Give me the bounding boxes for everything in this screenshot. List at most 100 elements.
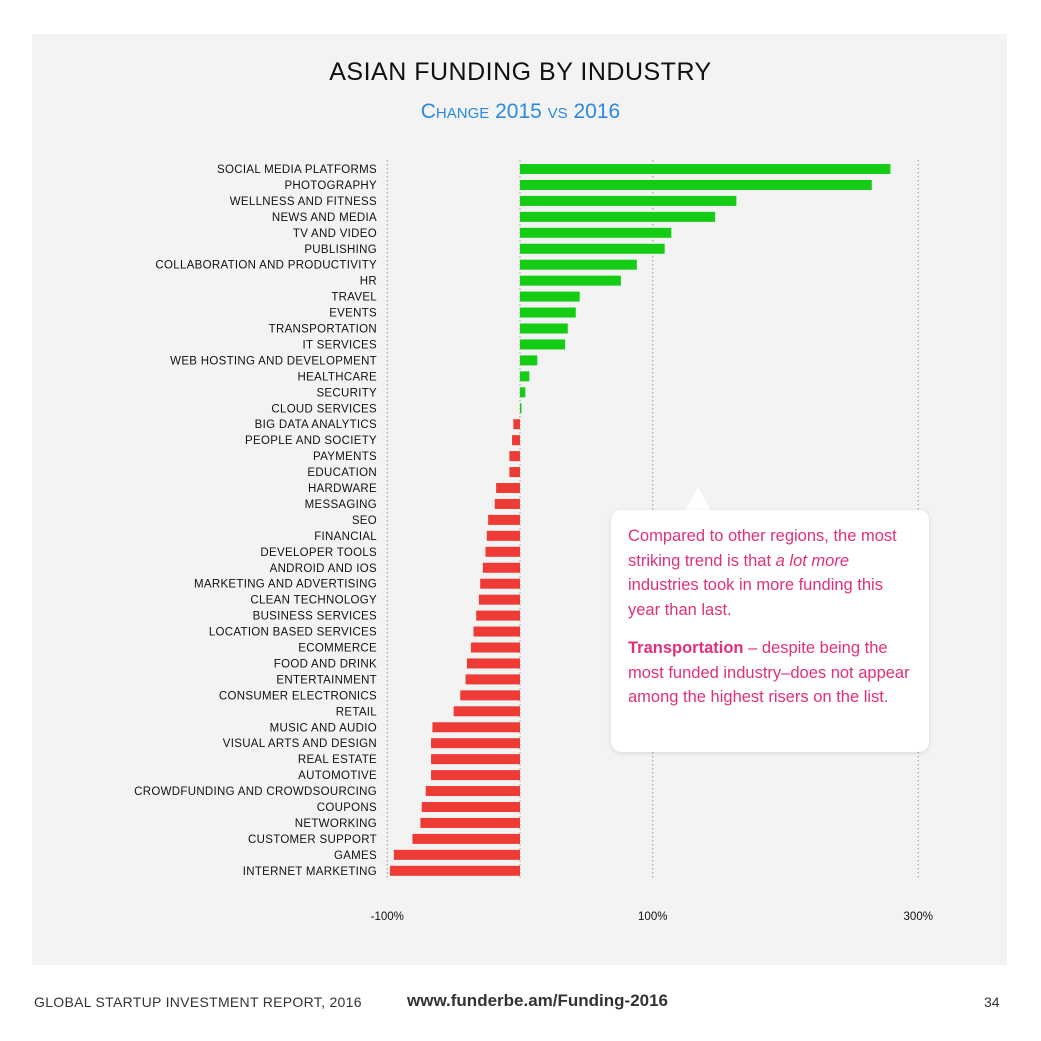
category-label: WELLNESS AND FITNESS bbox=[230, 196, 377, 208]
category-label: CLEAN TECHNOLOGY bbox=[250, 595, 377, 607]
chart-title: ASIAN FUNDING BY INDUSTRY bbox=[329, 58, 712, 86]
category-label: ECOMMERCE bbox=[298, 643, 377, 655]
category-label: RETAIL bbox=[336, 706, 378, 718]
bar bbox=[431, 738, 520, 749]
bar bbox=[453, 706, 520, 717]
bar bbox=[482, 562, 520, 573]
bar bbox=[393, 849, 520, 860]
category-label: HARDWARE bbox=[308, 483, 377, 495]
category-label: COLLABORATION AND PRODUCTIVITY bbox=[155, 260, 377, 272]
bar bbox=[389, 865, 520, 876]
category-label: TRANSPORTATION bbox=[269, 324, 377, 336]
bar bbox=[520, 195, 737, 206]
callout-paragraph-1: Compared to other regions, the most stri… bbox=[628, 524, 918, 622]
bar bbox=[476, 610, 520, 621]
bar bbox=[520, 307, 576, 318]
bar bbox=[520, 371, 530, 382]
category-label: REAL ESTATE bbox=[298, 754, 377, 766]
category-label: FOOD AND DRINK bbox=[274, 658, 377, 670]
bar bbox=[520, 179, 872, 190]
category-label: MARKETING AND ADVERTISING bbox=[194, 579, 377, 591]
bar bbox=[480, 578, 520, 589]
bar bbox=[420, 817, 520, 828]
bar bbox=[509, 467, 520, 478]
bar bbox=[509, 451, 520, 462]
x-tick-label: 300% bbox=[904, 911, 933, 923]
category-label: MUSIC AND AUDIO bbox=[270, 722, 377, 734]
bar bbox=[513, 419, 520, 430]
category-label: ENTERTAINMENT bbox=[276, 674, 377, 686]
bar bbox=[465, 674, 520, 685]
category-label: TRAVEL bbox=[331, 292, 377, 304]
bar bbox=[512, 435, 520, 446]
category-label: CROWDFUNDING AND CROWDSOURCING bbox=[134, 786, 377, 798]
category-label: NEWS AND MEDIA bbox=[272, 212, 377, 224]
category-label: HR bbox=[360, 276, 377, 288]
bar bbox=[431, 770, 520, 781]
bar bbox=[520, 387, 526, 398]
callout-emphasis: a lot more bbox=[775, 551, 850, 570]
bar bbox=[494, 498, 520, 509]
bar bbox=[460, 690, 520, 701]
bar bbox=[486, 530, 520, 541]
bar bbox=[425, 786, 520, 797]
bar bbox=[431, 754, 520, 765]
report-url[interactable]: www.funderbe.am/Funding-2016 bbox=[407, 991, 669, 1010]
bar bbox=[520, 227, 672, 238]
bar bbox=[520, 323, 568, 334]
bar bbox=[520, 243, 665, 254]
bar bbox=[520, 355, 538, 366]
callout-text: Compared to other regions, the most stri… bbox=[628, 527, 897, 570]
bar bbox=[496, 483, 520, 493]
category-label: LOCATION BASED SERVICES bbox=[209, 627, 377, 639]
category-label: EDUCATION bbox=[307, 467, 377, 479]
bar bbox=[473, 626, 520, 637]
bar bbox=[485, 546, 520, 557]
bar bbox=[520, 164, 891, 174]
category-label: CUSTOMER SUPPORT bbox=[248, 834, 377, 846]
callout-text: – despite being the most funded industry… bbox=[628, 639, 910, 706]
bar bbox=[470, 642, 520, 653]
bar bbox=[520, 259, 637, 270]
bar bbox=[466, 658, 520, 669]
bar bbox=[520, 403, 522, 414]
bar bbox=[520, 275, 621, 286]
x-tick-label: 100% bbox=[638, 911, 667, 923]
report-name: GLOBAL STARTUP INVESTMENT REPORT, 2016 bbox=[34, 994, 362, 1010]
callout-text: industries took in more funding this yea… bbox=[628, 576, 883, 619]
bar bbox=[488, 514, 520, 525]
chart-subtitle: Change 2015 vs 2016 bbox=[420, 100, 621, 123]
category-label: CONSUMER ELECTRONICS bbox=[219, 690, 377, 702]
category-label: DEVELOPER TOOLS bbox=[260, 547, 377, 559]
category-label: WEB HOSTING AND DEVELOPMENT bbox=[170, 355, 377, 367]
bar bbox=[478, 594, 520, 605]
category-label: INTERNET MARKETING bbox=[243, 866, 377, 878]
category-label: GAMES bbox=[334, 850, 377, 862]
x-tick-label: -100% bbox=[371, 911, 404, 923]
category-label: CLOUD SERVICES bbox=[271, 403, 377, 415]
category-label: AUTOMOTIVE bbox=[298, 770, 377, 782]
category-label: BUSINESS SERVICES bbox=[253, 611, 377, 623]
category-label: PHOTOGRAPHY bbox=[284, 180, 377, 192]
category-label: SOCIAL MEDIA PLATFORMS bbox=[217, 164, 377, 176]
category-label: FINANCIAL bbox=[314, 531, 377, 543]
category-label: IT SERVICES bbox=[303, 339, 377, 351]
bar bbox=[520, 211, 716, 222]
bar bbox=[520, 339, 566, 350]
category-label: NETWORKING bbox=[295, 818, 377, 830]
bar bbox=[412, 833, 520, 844]
callout-highlight: Transportation bbox=[628, 639, 744, 657]
bar bbox=[421, 802, 520, 812]
category-label: EVENTS bbox=[329, 308, 377, 320]
category-label: HEALTHCARE bbox=[298, 371, 377, 383]
callout-pointer bbox=[685, 487, 711, 511]
bar bbox=[432, 722, 520, 733]
category-label: ANDROID AND IOS bbox=[270, 563, 377, 575]
category-label: SECURITY bbox=[316, 387, 377, 399]
category-label: SEO bbox=[352, 515, 377, 527]
category-label: COUPONS bbox=[317, 802, 377, 814]
page-number: 34 bbox=[984, 994, 1000, 1010]
callout-paragraph-2: Transportation – despite being the most … bbox=[628, 636, 918, 710]
category-label: TV AND VIDEO bbox=[293, 228, 377, 240]
